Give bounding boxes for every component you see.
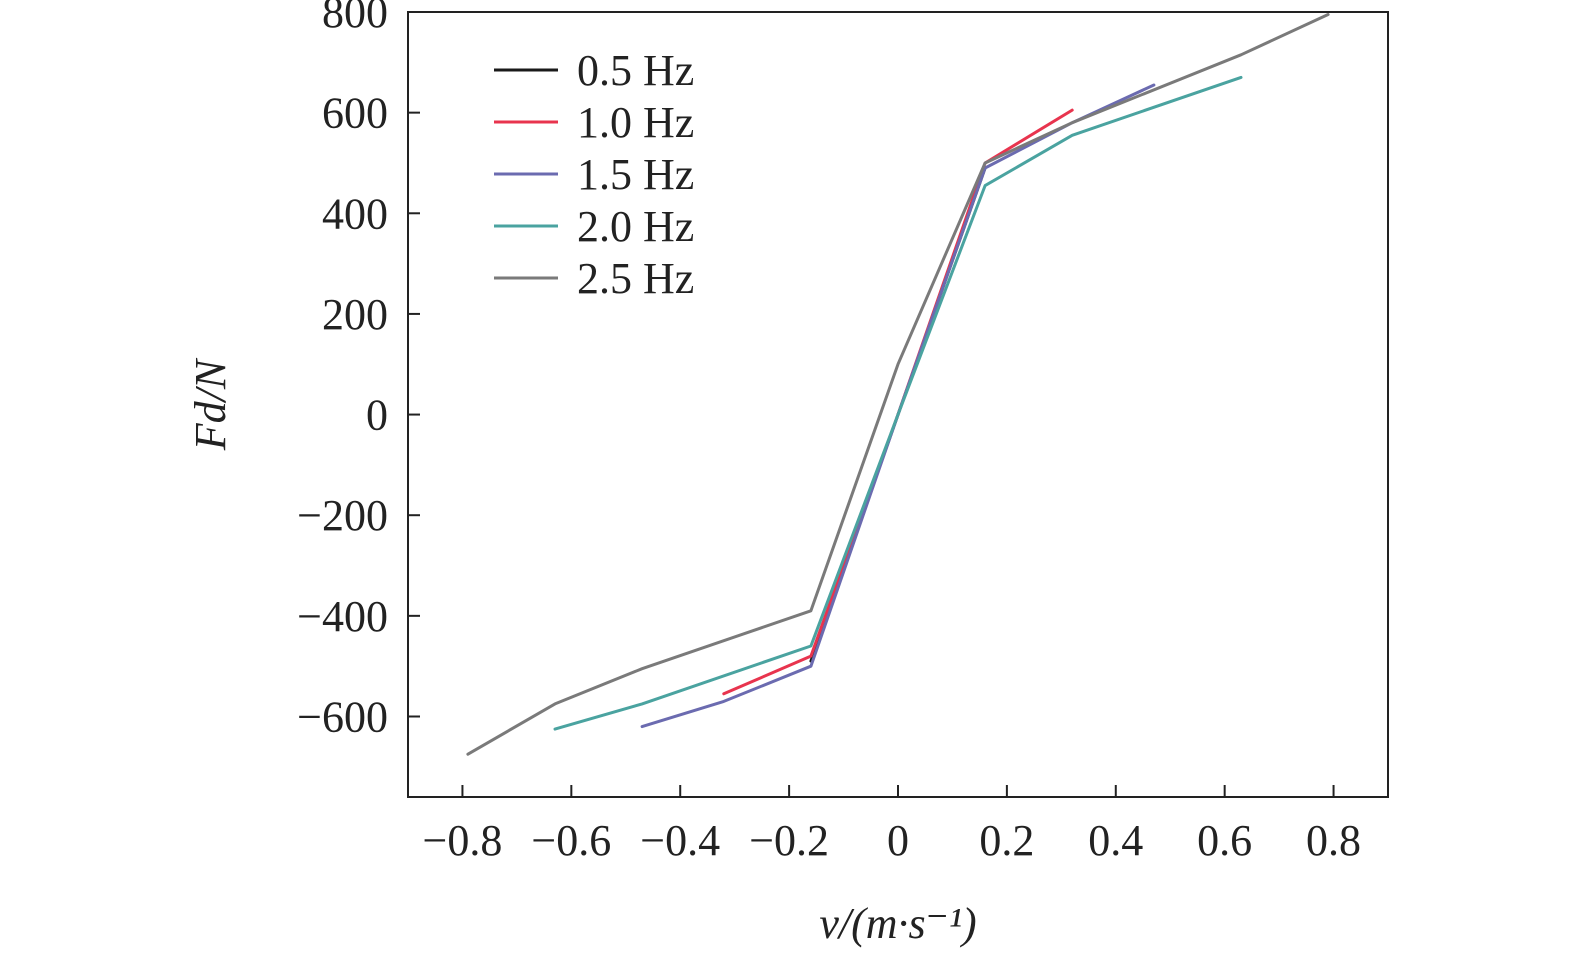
x-axis-title: v/(m·s⁻¹) bbox=[819, 899, 976, 948]
legend: 0.5 Hz1.0 Hz1.5 Hz2.0 Hz2.5 Hz bbox=[494, 46, 694, 303]
legend-label: 2.5 Hz bbox=[577, 254, 694, 303]
legend-label: 0.5 Hz bbox=[577, 46, 694, 95]
y-tick-label: −400 bbox=[297, 592, 388, 641]
y-tick-label: 600 bbox=[322, 89, 388, 138]
x-tick-label: −0.2 bbox=[749, 816, 829, 865]
x-tick-label: 0 bbox=[887, 816, 909, 865]
y-tick-label: −200 bbox=[297, 491, 388, 540]
x-axis: −0.8 −0.6 −0.4 −0.2 0 0.2 0.4 0.6 0.8 bbox=[423, 785, 1361, 865]
y-tick-label: 0 bbox=[366, 391, 388, 440]
series-line-2-5-hz bbox=[466, 13, 1330, 756]
x-tick-label: −0.4 bbox=[640, 816, 720, 865]
legend-label: 1.5 Hz bbox=[577, 150, 694, 199]
y-axis-title: Fd/N bbox=[186, 357, 235, 451]
series-line-2-0-hz bbox=[553, 75, 1243, 731]
series-line-1-0-hz bbox=[722, 108, 1074, 696]
series-line-1-5-hz bbox=[640, 83, 1156, 729]
x-tick-label: −0.6 bbox=[531, 816, 611, 865]
y-tick-label: 200 bbox=[322, 290, 388, 339]
x-tick-label: 0.6 bbox=[1197, 816, 1252, 865]
legend-label: 2.0 Hz bbox=[577, 202, 694, 251]
y-tick-label: 400 bbox=[322, 189, 388, 238]
series-layer bbox=[466, 13, 1330, 756]
plot-frame bbox=[407, 11, 1389, 798]
x-tick-label: 0.4 bbox=[1088, 816, 1143, 865]
y-tick-label: 800 bbox=[322, 0, 388, 37]
x-tick-label: 0.8 bbox=[1306, 816, 1361, 865]
legend-label: 1.0 Hz bbox=[577, 98, 694, 147]
x-tick-label: −0.8 bbox=[423, 816, 503, 865]
y-axis: −600 −400 −200 0 200 400 600 800 bbox=[297, 0, 420, 741]
x-tick-label: 0.2 bbox=[979, 816, 1034, 865]
y-tick-label: −600 bbox=[297, 692, 388, 741]
